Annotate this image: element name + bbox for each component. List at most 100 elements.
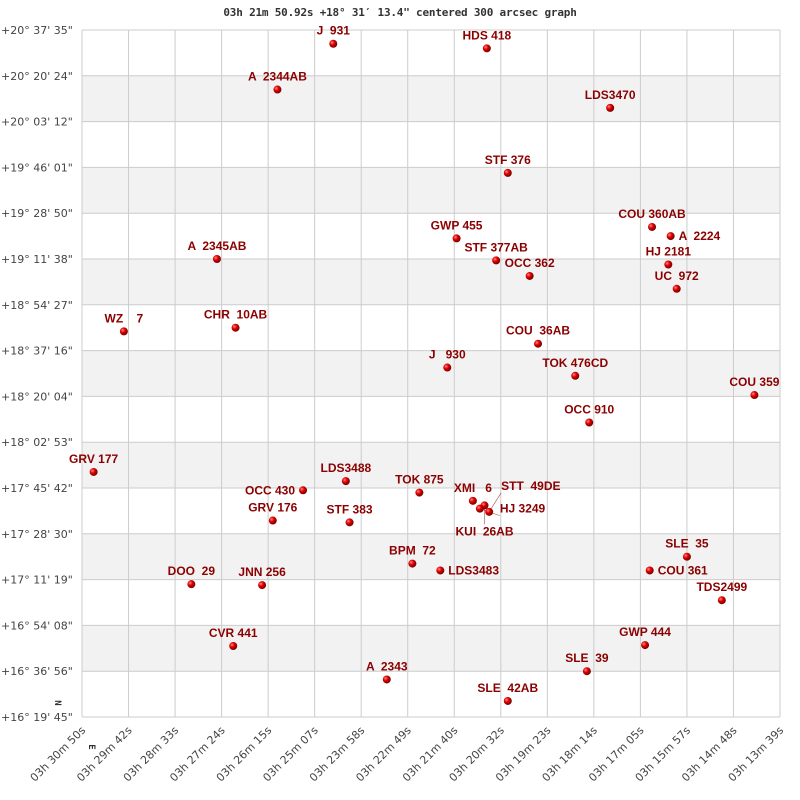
star-marker[interactable] (641, 641, 650, 650)
star-marker[interactable] (341, 477, 350, 486)
grid-lines (81, 29, 781, 718)
row-band (82, 533, 780, 580)
star-point[interactable]: HJ 3249 (475, 502, 546, 516)
star-label: OCC 910 (564, 403, 614, 417)
star-marker[interactable] (585, 418, 594, 427)
direction-markers: NE (52, 700, 96, 749)
star-marker[interactable] (329, 39, 338, 48)
star-marker[interactable] (645, 566, 654, 575)
star-point[interactable]: CVR 441 (209, 626, 258, 651)
star-marker[interactable] (452, 234, 461, 243)
star-marker[interactable] (258, 581, 267, 590)
star-point[interactable]: COU 360AB (618, 207, 686, 231)
star-marker[interactable] (750, 391, 759, 400)
star-point[interactable]: BPM 72 (389, 544, 436, 568)
star-label: HJ 3249 (500, 502, 546, 516)
star-point[interactable]: OCC 910 (564, 403, 615, 427)
star-point[interactable]: J 930 (429, 348, 466, 372)
star-point[interactable]: GRV 177 (69, 452, 119, 476)
star-point[interactable]: J 931 (317, 24, 351, 48)
star-point[interactable]: STF 377AB (464, 240, 528, 265)
star-point[interactable]: HJ 2181 (646, 244, 692, 269)
star-point[interactable]: A 2344AB (248, 70, 307, 94)
row-band (82, 625, 780, 672)
star-marker[interactable] (682, 552, 691, 561)
star-point[interactable]: OCC 430 (245, 483, 308, 497)
star-point[interactable]: TOK 476CD (542, 356, 608, 380)
star-point[interactable]: GWP 455 (431, 218, 483, 243)
star-marker[interactable] (468, 496, 477, 505)
star-marker[interactable] (648, 222, 657, 231)
star-point[interactable]: UC 972 (655, 269, 699, 293)
star-marker[interactable] (408, 559, 417, 568)
star-label: STF 383 (327, 502, 373, 516)
star-point[interactable]: SLE 42AB (477, 681, 538, 705)
star-point[interactable]: A 2343 (366, 659, 408, 684)
star-point[interactable]: COU 359 (729, 375, 780, 400)
star-point[interactable]: GWP 444 (619, 625, 671, 650)
star-marker[interactable] (666, 232, 675, 241)
star-point[interactable]: HDS 418 (462, 28, 512, 53)
star-point[interactable]: LDS3488 (320, 461, 372, 486)
star-label: XMI 6 (454, 481, 492, 495)
star-marker[interactable] (475, 504, 484, 513)
star-point[interactable]: XMI 6 (454, 481, 492, 505)
star-point[interactable]: TDS2499 (696, 580, 748, 605)
star-marker[interactable] (571, 371, 580, 380)
star-label: LDS3470 (585, 88, 636, 102)
y-tick-label: +16° 19' 45" (1, 711, 73, 724)
star-marker[interactable] (273, 85, 282, 94)
star-marker[interactable] (229, 642, 238, 651)
star-point[interactable]: JNN 256 (238, 565, 286, 590)
star-label: KUI 26AB (456, 524, 514, 538)
star-point[interactable]: A 2224 (666, 229, 721, 243)
star-point[interactable]: CHR 10AB (204, 308, 268, 332)
star-marker[interactable] (268, 516, 277, 525)
y-tick-label: +16° 54' 08" (1, 619, 73, 632)
star-marker[interactable] (525, 271, 534, 280)
star-point[interactable]: GRV 176 (248, 501, 298, 525)
y-tick-label: +19° 28' 50" (1, 207, 73, 220)
star-marker[interactable] (606, 103, 615, 112)
star-marker[interactable] (187, 580, 196, 589)
star-marker[interactable] (672, 284, 681, 293)
star-marker[interactable] (492, 256, 501, 265)
star-point[interactable]: TOK 875 (395, 473, 444, 497)
star-marker[interactable] (717, 596, 726, 605)
star-point[interactable]: STF 383 (327, 502, 373, 527)
star-marker[interactable] (664, 260, 673, 269)
star-point[interactable]: LDS3483 (436, 563, 499, 577)
star-marker[interactable] (482, 44, 491, 53)
star-marker[interactable] (582, 667, 591, 676)
y-tick-label: +20° 20' 24" (1, 70, 73, 83)
star-marker[interactable] (382, 675, 391, 684)
star-point[interactable]: SLE 39 (565, 651, 609, 676)
star-marker[interactable] (345, 518, 354, 527)
star-point[interactable]: A 2345AB (187, 239, 247, 263)
star-marker[interactable] (503, 168, 512, 177)
star-marker[interactable] (443, 363, 452, 372)
star-label: GWP 455 (431, 218, 483, 232)
star-point[interactable]: DOO 29 (168, 564, 216, 589)
star-point[interactable]: COU 361 (645, 563, 708, 577)
star-marker[interactable] (485, 507, 494, 516)
star-point[interactable]: COU 36AB (506, 324, 570, 348)
star-point[interactable]: LDS3470 (585, 88, 636, 112)
star-label: STT 49DE (501, 479, 560, 493)
star-marker[interactable] (231, 323, 240, 332)
star-point[interactable]: STF 376 (485, 153, 531, 177)
star-marker[interactable] (436, 566, 445, 575)
star-marker[interactable] (299, 486, 308, 495)
star-marker[interactable] (89, 467, 98, 476)
star-marker[interactable] (415, 488, 424, 497)
star-point[interactable]: WZ 7 (105, 311, 144, 336)
star-marker[interactable] (503, 696, 512, 705)
star-marker[interactable] (212, 255, 221, 263)
star-marker[interactable] (534, 339, 543, 348)
y-tick-label: +17° 45' 42" (1, 482, 73, 495)
star-marker[interactable] (119, 327, 128, 336)
star-label: OCC 362 (505, 256, 555, 270)
star-point[interactable]: SLE 35 (665, 537, 709, 561)
star-point[interactable]: STT 49DE (485, 479, 561, 516)
star-point[interactable]: OCC 362 (505, 256, 555, 280)
